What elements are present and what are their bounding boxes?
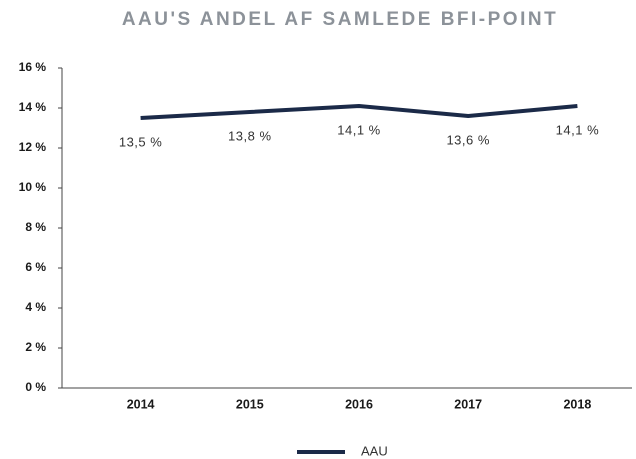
x-tick-label: 2017 xyxy=(454,397,482,411)
y-tick-label: 0 % xyxy=(25,380,46,394)
y-tick-label: 8 % xyxy=(25,220,46,234)
x-tick-label: 2014 xyxy=(127,397,155,411)
chart-title: AAU'S ANDEL AF SAMLEDE BFI-POINT xyxy=(122,9,558,30)
value-label: 13,8 % xyxy=(228,128,271,143)
x-tick-label: 2016 xyxy=(345,397,373,411)
y-tick-label: 2 % xyxy=(25,340,46,354)
x-tick-label: 2015 xyxy=(236,397,264,411)
value-label: 14,1 % xyxy=(556,122,599,137)
y-tick-label: 12 % xyxy=(19,140,47,154)
y-tick-label: 4 % xyxy=(25,300,46,314)
y-tick-label: 14 % xyxy=(19,100,47,114)
x-tick-label: 2018 xyxy=(563,397,591,411)
legend-label: AAU xyxy=(361,443,388,458)
y-tick-label: 6 % xyxy=(25,260,46,274)
series-line xyxy=(140,104,578,120)
y-tick-label: 16 % xyxy=(19,60,47,74)
y-tick-label: 10 % xyxy=(19,180,47,194)
value-label: 14,1 % xyxy=(337,122,380,137)
value-label: 13,5 % xyxy=(119,134,162,149)
value-label: 13,6 % xyxy=(446,132,489,147)
